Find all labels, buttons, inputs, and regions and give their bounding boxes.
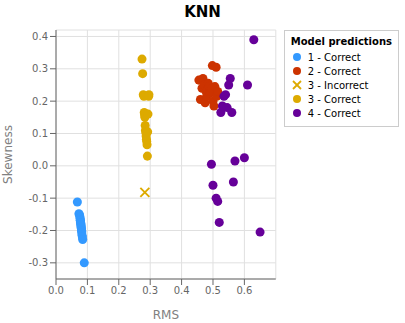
html-text:3 - Incorrect: 3 - Incorrect	[307, 79, 369, 91]
html-text:3 - Correct: 3 - Correct	[307, 93, 361, 105]
html-text:Model predictions: Model predictions	[290, 36, 392, 47]
svg-text:0.0: 0.0	[48, 285, 64, 296]
html-text:2 - Correct: 2 - Correct	[307, 65, 361, 77]
html-text:4 - Correct: 4 - Correct	[307, 107, 361, 119]
svg-text:0.4: 0.4	[32, 31, 48, 42]
html-text:1 - Correct: 1 - Correct	[307, 51, 361, 63]
svg-text:0.3: 0.3	[32, 63, 48, 74]
svg-text:0.5: 0.5	[205, 285, 221, 296]
svg-text:0.0: 0.0	[32, 160, 48, 171]
svg-text:0.2: 0.2	[32, 96, 48, 107]
svg-text:RMS: RMS	[153, 308, 179, 322]
svg-text:0.4: 0.4	[174, 285, 190, 296]
svg-text:0.6: 0.6	[236, 285, 252, 296]
svg-text:-0.1: -0.1	[28, 193, 48, 204]
svg-text:0.1: 0.1	[32, 128, 48, 139]
svg-text:0.2: 0.2	[111, 285, 127, 296]
svg-text:0.1: 0.1	[79, 285, 95, 296]
svg-text:-0.3: -0.3	[28, 257, 48, 268]
html-text:KNN: KNN	[184, 3, 221, 21]
svg-text:Skewness: Skewness	[8, 125, 15, 184]
svg-text:0.3: 0.3	[142, 285, 158, 296]
svg-text:-0.2: -0.2	[28, 225, 48, 236]
